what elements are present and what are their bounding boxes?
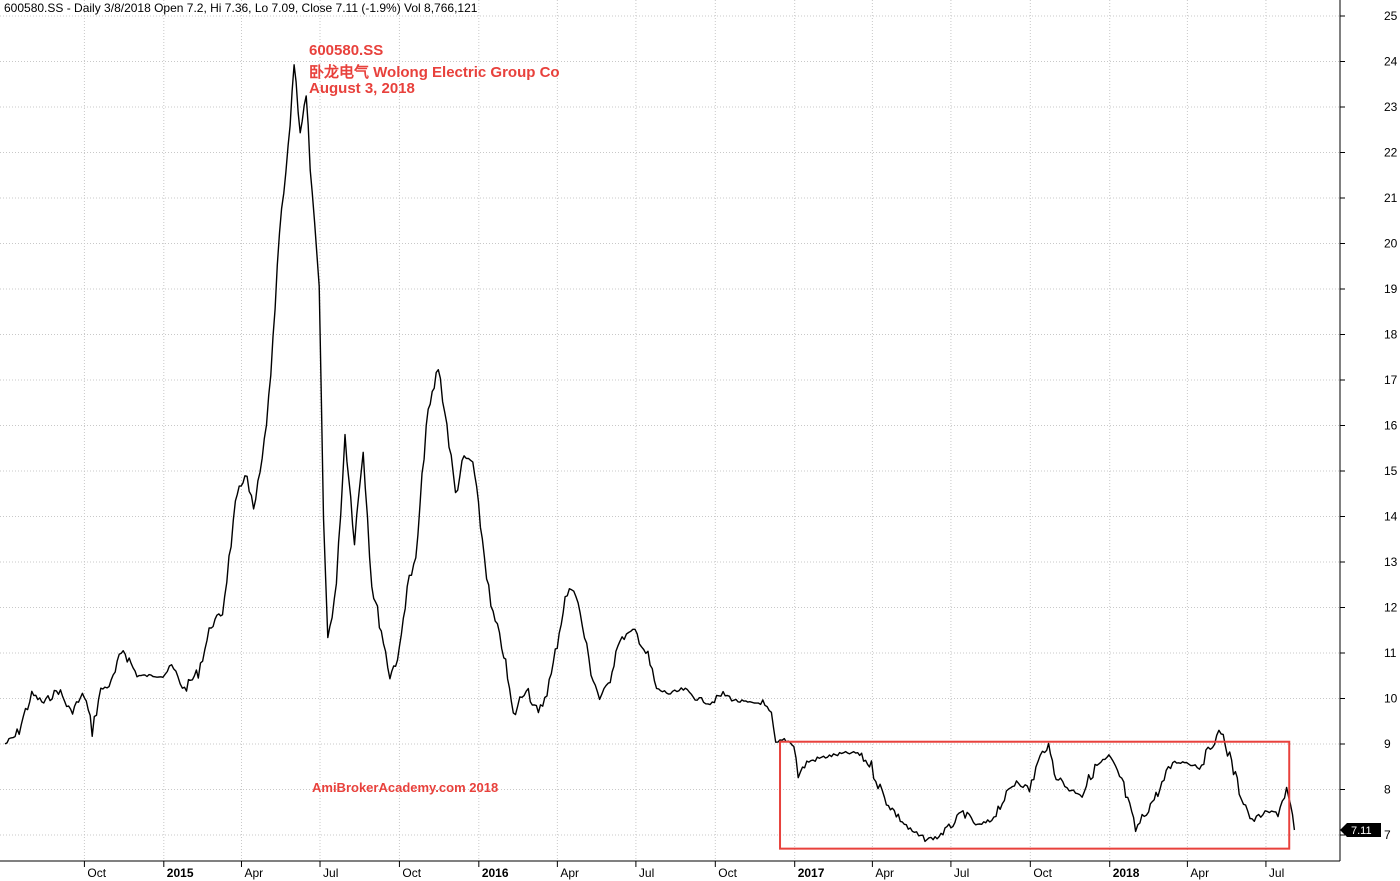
x-tick-label: Oct bbox=[402, 866, 421, 880]
y-tick-label: 13 bbox=[1384, 555, 1398, 569]
x-tick-label: 2017 bbox=[798, 866, 825, 880]
x-tick-label: Apr bbox=[560, 866, 579, 880]
x-tick-label: Jul bbox=[1269, 866, 1284, 880]
x-tick-label: Jul bbox=[954, 866, 969, 880]
x-tick-label: Apr bbox=[875, 866, 894, 880]
x-tick-label: 2016 bbox=[482, 866, 509, 880]
y-tick-label: 12 bbox=[1384, 601, 1398, 615]
y-tick-label: 20 bbox=[1384, 237, 1398, 251]
y-tick-label: 7 bbox=[1384, 828, 1391, 842]
last-price-label: 7.11 bbox=[1351, 825, 1372, 837]
y-tick-label: 25 bbox=[1384, 9, 1398, 23]
x-tick-label: Apr bbox=[244, 866, 263, 880]
range-highlight-box bbox=[779, 740, 1291, 850]
date-annotation: August 3, 2018 bbox=[309, 80, 415, 97]
company-name-annotation: 卧龙电气 Wolong Electric Group Co bbox=[309, 64, 560, 81]
y-tick-label: 17 bbox=[1384, 373, 1398, 387]
y-tick-label: 9 bbox=[1384, 737, 1391, 751]
x-tick-label: Jul bbox=[323, 866, 338, 880]
y-tick-label: 21 bbox=[1384, 191, 1398, 205]
symbol-annotation: 600580.SS bbox=[309, 42, 384, 59]
watermark: AmiBrokerAcademy.com 2018 bbox=[312, 780, 499, 795]
x-tick-label: Jul bbox=[639, 866, 654, 880]
price-series-line bbox=[4, 64, 1296, 843]
y-tick-label: 24 bbox=[1384, 55, 1398, 69]
y-tick-label: 18 bbox=[1384, 328, 1398, 342]
x-tick-label: 2018 bbox=[1113, 866, 1140, 880]
y-tick-label: 11 bbox=[1384, 646, 1397, 660]
x-tick-label: Oct bbox=[718, 866, 737, 880]
last-price-marker bbox=[1340, 822, 1381, 837]
x-tick-label: Oct bbox=[87, 866, 106, 880]
chart-header: 600580.SS - Daily 3/8/2018 Open 7.2, Hi … bbox=[4, 1, 478, 15]
y-tick-label: 8 bbox=[1384, 783, 1391, 797]
y-tick-label: 23 bbox=[1384, 100, 1398, 114]
x-tick-label: Oct bbox=[1033, 866, 1052, 880]
y-tick-label: 10 bbox=[1384, 692, 1398, 706]
x-tick-label: 2015 bbox=[167, 866, 194, 880]
y-tick-label: 22 bbox=[1384, 146, 1398, 160]
x-tick-label: Apr bbox=[1190, 866, 1209, 880]
y-tick-label: 19 bbox=[1384, 282, 1398, 296]
y-tick-label: 14 bbox=[1384, 510, 1398, 524]
y-tick-label: 16 bbox=[1384, 419, 1398, 433]
y-tick-label: 15 bbox=[1384, 464, 1398, 478]
